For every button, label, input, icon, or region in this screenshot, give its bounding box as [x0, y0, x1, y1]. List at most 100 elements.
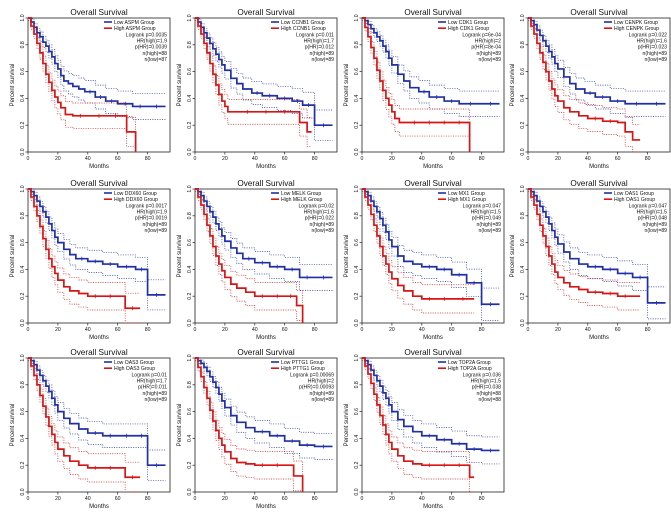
legend-label: Low MX1 Group: [448, 191, 485, 197]
x-tick-label: 20: [222, 496, 228, 502]
x-tick-label: 0: [361, 327, 364, 333]
y-tick-label: 0.8: [520, 41, 526, 48]
stat-text: n(high)=89: [477, 222, 502, 228]
x-tick-label: 80: [479, 496, 485, 502]
plot-frame: [194, 17, 338, 153]
low-ci-lower: [195, 360, 333, 460]
x-tick-label: 40: [419, 496, 425, 502]
y-tick-label: 1.0: [187, 14, 193, 21]
legend-label: High ASPM Group: [114, 26, 156, 32]
legend-label: Low CCNB1 Group: [281, 20, 325, 26]
panel-title: Overall Survival: [404, 8, 462, 17]
high-ci-upper: [528, 17, 641, 125]
y-tick-label: 1.0: [520, 185, 526, 192]
stat-text: n(low)=87: [144, 57, 167, 63]
high-ci-upper: [28, 357, 141, 463]
stat-text: HR(high)=2: [475, 39, 501, 45]
high-ci-upper: [528, 188, 641, 283]
x-tick-label: 80: [145, 327, 151, 333]
y-axis-label: Percent survival: [510, 235, 516, 278]
stat-text: n(low)=89: [311, 57, 334, 63]
stat-text: n(low)=89: [311, 397, 334, 403]
stat-text: n(low)=89: [311, 228, 334, 234]
stat-text: p(HR)=8e-04: [471, 45, 501, 51]
stat-text: n(high)=89: [143, 222, 168, 228]
stat-text: Logrank p=0.047: [629, 204, 668, 210]
y-tick-label: 0.6: [354, 68, 360, 75]
y-axis-label: Percent survival: [177, 235, 183, 278]
x-axis-label: Months: [89, 164, 109, 170]
x-tick-label: 80: [479, 156, 485, 162]
y-tick-label: 0.6: [187, 408, 193, 415]
y-tick-label: 0.4: [520, 95, 526, 102]
stat-text: n(low)=89: [644, 228, 667, 234]
stat-text: p(HR)=0.012: [305, 45, 334, 51]
legend-label: High DDX60 Group: [114, 197, 158, 203]
plot-frame: [194, 357, 338, 493]
x-tick-label: 80: [645, 156, 651, 162]
plot-frame: [361, 357, 505, 493]
y-tick-label: 0.0: [187, 148, 193, 155]
stat-text: n(high)=88: [143, 51, 168, 57]
low-ci-upper: [195, 188, 333, 265]
x-axis-label: Months: [256, 504, 276, 510]
panel-title: Overall Survival: [404, 348, 462, 357]
y-tick-label: 0.2: [187, 461, 193, 468]
y-tick-label: 0.6: [520, 68, 526, 75]
y-tick-label: 0.0: [20, 148, 26, 155]
y-tick-label: 0.4: [20, 95, 26, 102]
x-tick-label: 80: [312, 496, 318, 502]
plot-frame: [27, 357, 171, 493]
y-tick-label: 0.4: [354, 266, 360, 273]
stat-text: HR(high)=1.7: [304, 39, 335, 45]
x-tick-label: 0: [27, 496, 30, 502]
low-ci-upper: [28, 188, 166, 281]
stat-text: p(HR)=0.038: [472, 385, 501, 391]
y-axis-label: Percent survival: [510, 64, 516, 107]
y-tick-label: 0.2: [520, 121, 526, 128]
x-axis-label: Months: [423, 164, 443, 170]
stat-text: Logrank p=0.011: [296, 33, 334, 39]
x-tick-label: 0: [194, 327, 197, 333]
low-ci-lower: [528, 191, 666, 320]
x-axis-label: Months: [256, 335, 276, 341]
km-panel-melk: Overall Survival 0 20 40 60 80 0.0 0.2 0.4 0.6 0.8…: [177, 179, 338, 341]
stat-text: n(high)=89: [643, 222, 668, 228]
y-axis-label: Percent survival: [10, 64, 16, 107]
x-tick-label: 60: [282, 496, 288, 502]
panel-title: Overall Survival: [237, 8, 295, 17]
y-tick-label: 0.6: [187, 68, 193, 75]
high-ci-lower: [195, 360, 303, 492]
stat-text: p(HR)=0.011: [138, 385, 167, 391]
x-tick-label: 20: [389, 327, 395, 333]
stat-text: p(HR)=0.049: [472, 216, 501, 222]
panel-title: Overall Survival: [70, 179, 128, 188]
legend-label: High CDK1 Group: [448, 26, 489, 32]
stat-text: p(HR)=0.0039: [135, 45, 167, 51]
y-axis-label: Percent survival: [177, 404, 183, 447]
x-tick-label: 40: [585, 156, 591, 162]
low-ci-upper: [362, 357, 500, 438]
y-axis-label: Percent survival: [177, 64, 183, 107]
plot-frame: [27, 188, 171, 324]
high-survival-curve: [195, 188, 304, 323]
y-tick-label: 0.0: [20, 319, 26, 326]
y-tick-label: 0.8: [187, 381, 193, 388]
legend-label: Low TOP2A Group: [448, 360, 491, 366]
y-tick-label: 1.0: [354, 14, 360, 21]
high-ci-lower: [362, 191, 475, 314]
km-panel-pttg1: Overall Survival 0 20 40 60 80 0.0 0.2 0.4 0.6 0.8…: [177, 348, 338, 510]
y-tick-label: 0.8: [520, 212, 526, 219]
stat-text: HR(high)=1.6: [304, 210, 335, 216]
high-ci-upper: [362, 357, 475, 463]
panel-title: Overall Survival: [570, 179, 628, 188]
x-tick-label: 60: [115, 496, 121, 502]
x-tick-label: 60: [449, 156, 455, 162]
y-tick-label: 0.8: [20, 381, 26, 388]
x-axis-label: Months: [256, 164, 276, 170]
stat-text: n(low)=89: [144, 228, 167, 234]
y-tick-label: 0.6: [20, 239, 26, 246]
low-survival-curve: [528, 188, 666, 304]
km-panel-oas1: Overall Survival 0 20 40 60 80 0.0 0.2 0.4 0.6 0.8…: [510, 179, 671, 341]
km-panel-ccnb1: Overall Survival 0 20 40 60 80 0.0 0.2 0.4 0.6 0.8…: [177, 8, 338, 170]
